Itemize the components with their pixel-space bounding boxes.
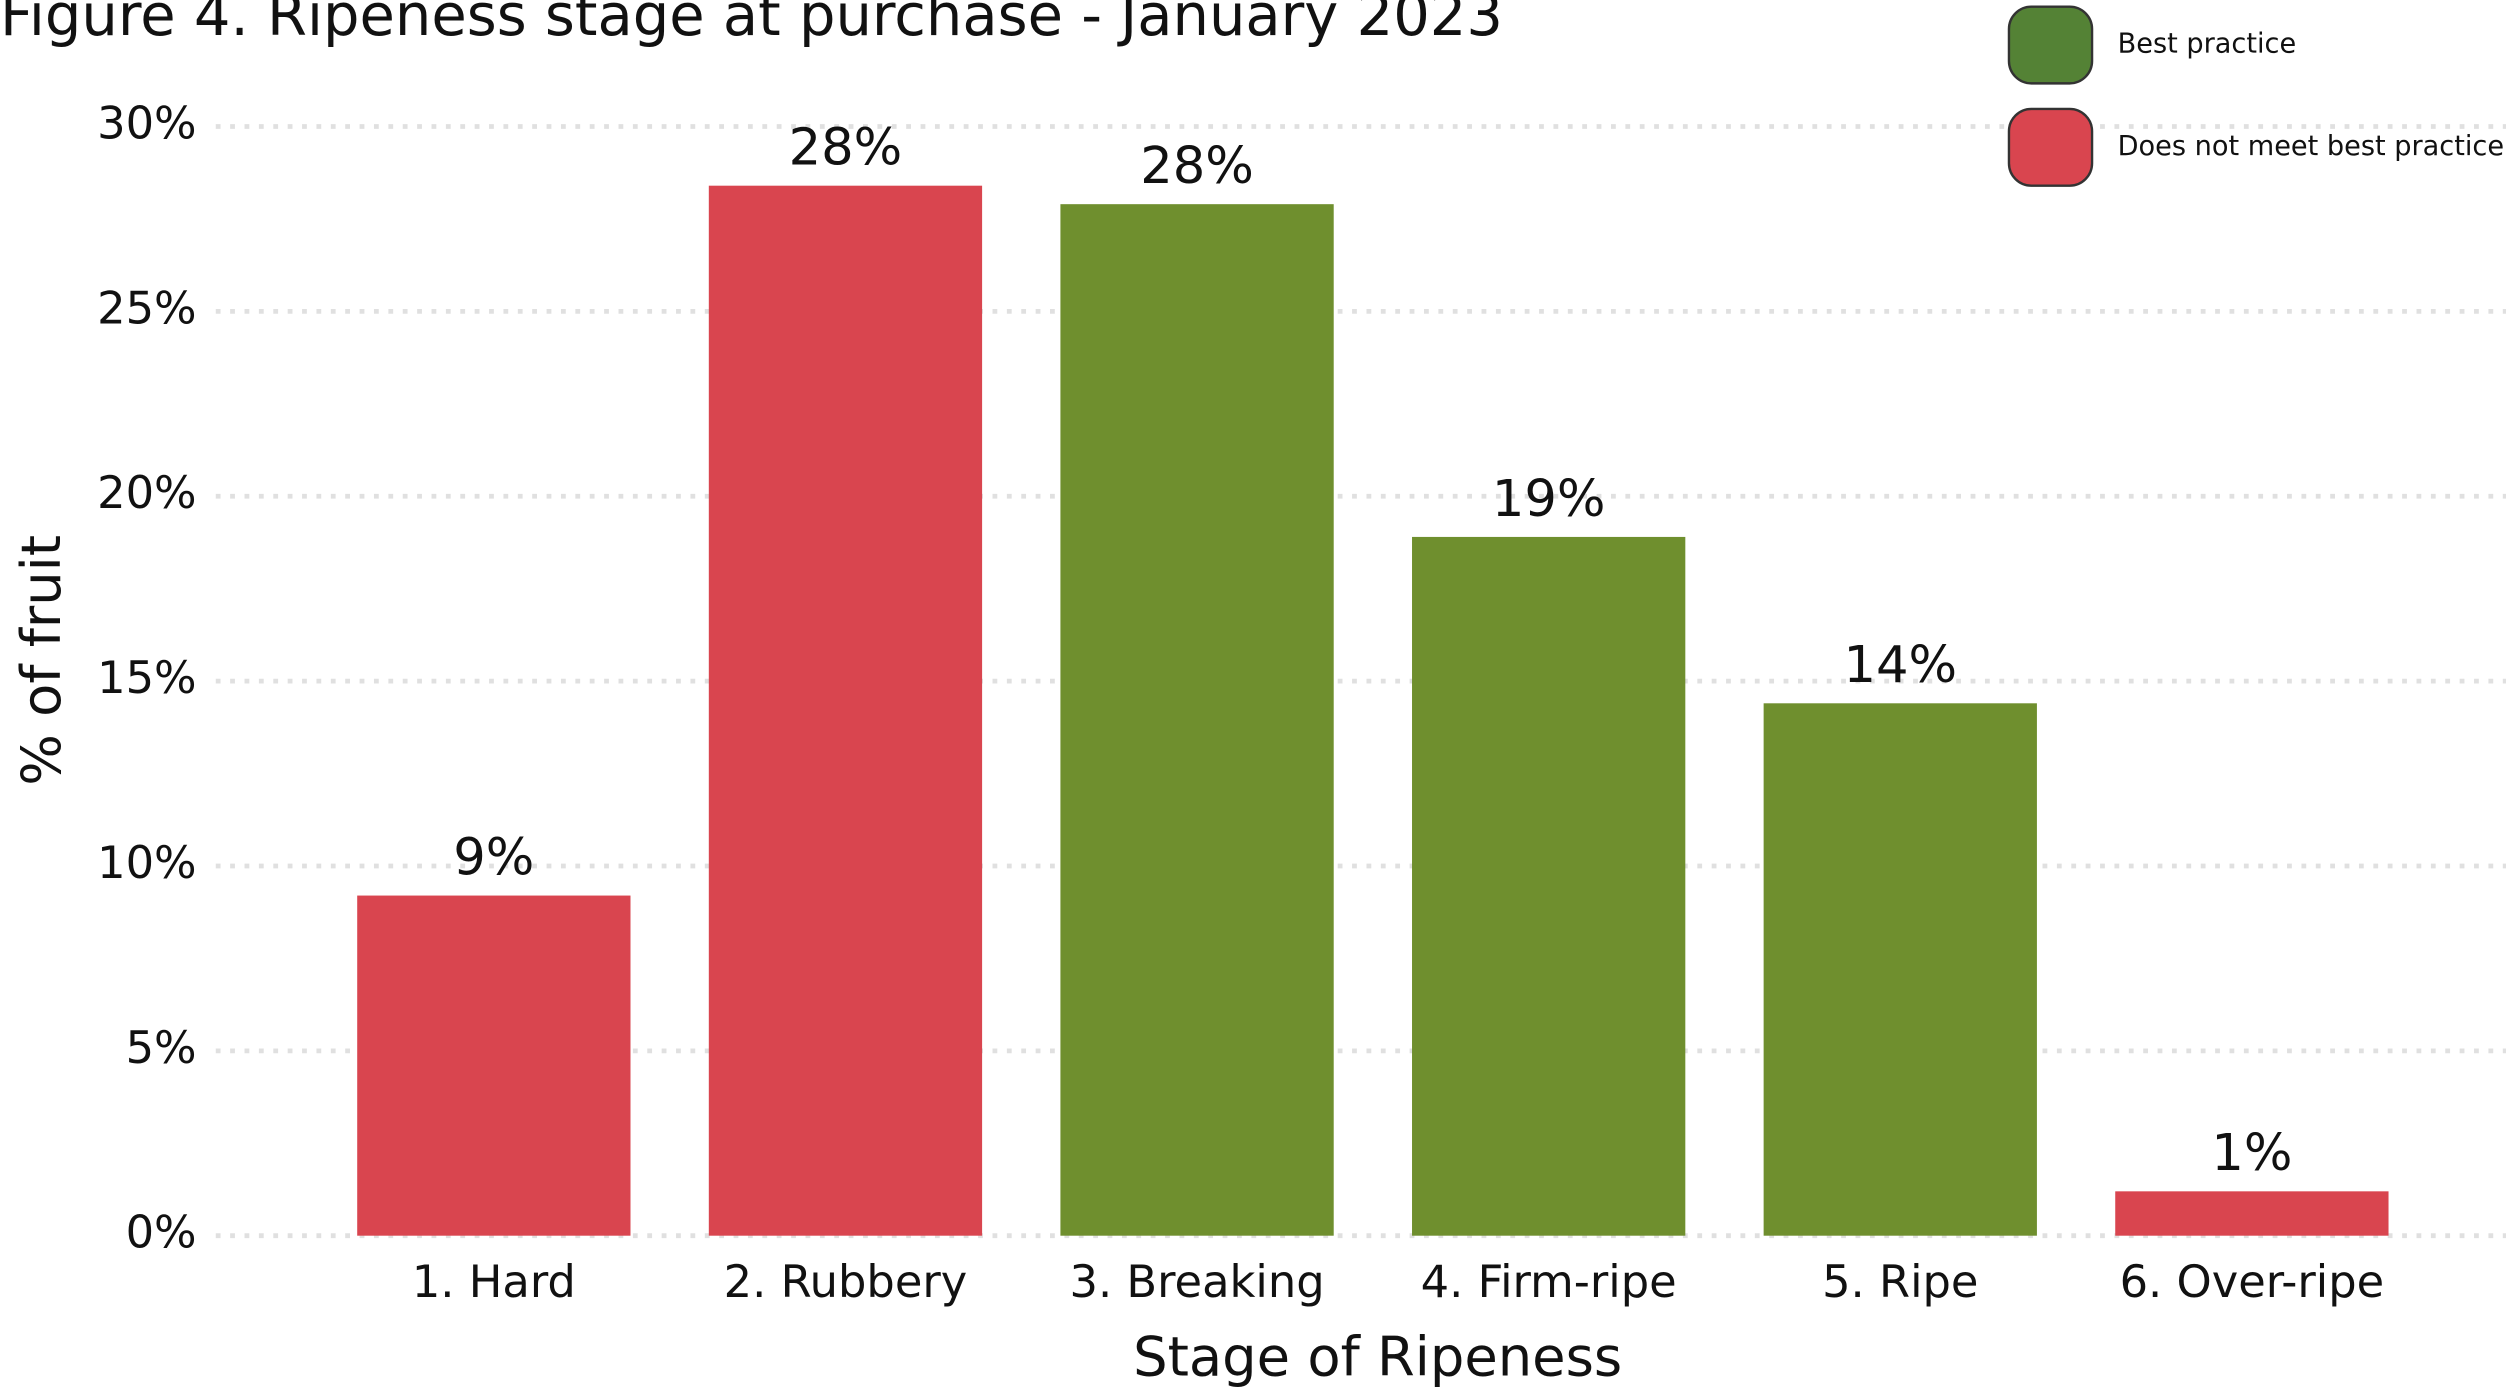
legend-swatch (2007, 107, 2094, 187)
x-tick-label: 2. Rubbery (724, 1255, 968, 1308)
value-label: 14% (1843, 636, 1957, 695)
bar (1060, 204, 1334, 1236)
bar (2115, 1191, 2389, 1236)
y-tick-label: 15% (97, 651, 196, 704)
bar (357, 895, 631, 1236)
x-tick-label: 5. Ripe (1822, 1255, 1978, 1308)
bar (1763, 703, 2037, 1236)
value-label: 28% (1140, 137, 1254, 196)
x-tick-label: 6. Over-ripe (2120, 1255, 2385, 1308)
value-label: 28% (789, 119, 903, 178)
bar (1412, 536, 1686, 1236)
y-axis-label: % of fruit (10, 535, 73, 786)
legend-swatch (2007, 5, 2094, 85)
value-label: 1% (2211, 1124, 2292, 1183)
x-tick-label: 4. Firm-ripe (1421, 1255, 1677, 1308)
y-tick-label: 25% (97, 281, 196, 334)
y-tick-label: 10% (97, 836, 196, 889)
chart-title: Figure 4. Ripeness stage at purchase - J… (0, 0, 1503, 49)
x-tick-label: 3. Breaking (1070, 1255, 1325, 1308)
legend-label: Does not meet best practice (2118, 131, 2504, 162)
bar (708, 185, 983, 1236)
y-tick-label: 30% (97, 97, 196, 150)
value-label: 9% (453, 828, 534, 887)
x-axis-label: Stage of Ripeness (1133, 1325, 1622, 1388)
x-tick-label: 1. Hard (412, 1255, 576, 1308)
value-label: 19% (1492, 470, 1606, 529)
y-tick-label: 20% (97, 466, 196, 519)
y-tick-label: 0% (126, 1206, 197, 1259)
y-tick-label: 5% (126, 1021, 197, 1074)
legend-label: Best practice (2118, 29, 2297, 60)
